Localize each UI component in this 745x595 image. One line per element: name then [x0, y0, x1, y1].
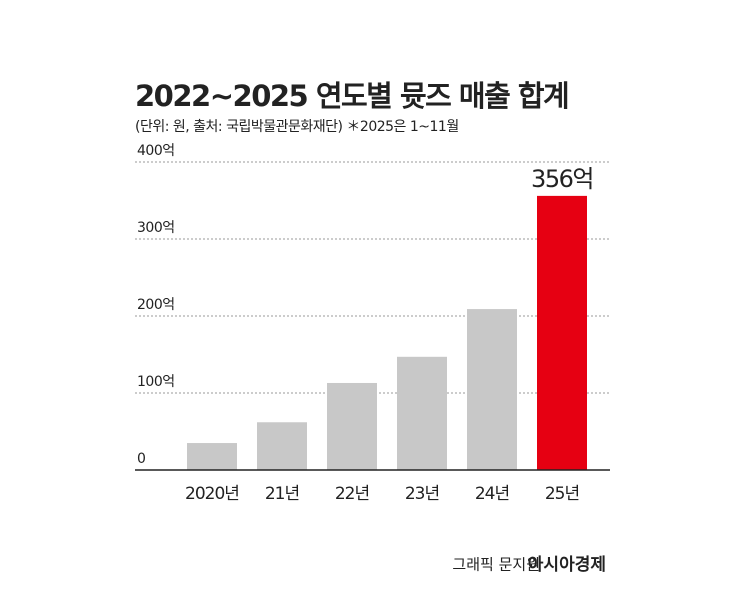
- source: 아시아경제: [528, 555, 606, 575]
- chart-subtitle: (단위: 원, 출처: 국립박물관문화재단) ＊2025은 1~11월: [135, 119, 459, 135]
- bar: [397, 356, 447, 470]
- bar: [467, 309, 517, 470]
- y-tick-label: 200억: [137, 297, 175, 313]
- x-tick-label: 24년: [475, 484, 509, 504]
- bar: [187, 443, 237, 470]
- x-tick-label: 25년: [545, 484, 579, 504]
- credit: 그래픽 문지원: [452, 556, 540, 574]
- bar: [537, 195, 587, 470]
- x-tick-label: 23년: [405, 484, 439, 504]
- chart-title: 2022~2025 연도별 뮷즈 매출 합계: [135, 79, 568, 113]
- y-tick-label: 300억: [137, 220, 175, 236]
- bar: [257, 422, 307, 470]
- x-tick-label: 21년: [265, 484, 299, 504]
- y-tick-label: 100억: [137, 374, 175, 390]
- value-label: 356억: [531, 165, 593, 193]
- y-tick-label: 400억: [137, 143, 175, 159]
- y-tick-label: 0: [137, 451, 145, 467]
- bar: [327, 382, 377, 470]
- x-tick-label: 22년: [335, 484, 369, 504]
- x-tick-label: 2020년: [185, 484, 239, 504]
